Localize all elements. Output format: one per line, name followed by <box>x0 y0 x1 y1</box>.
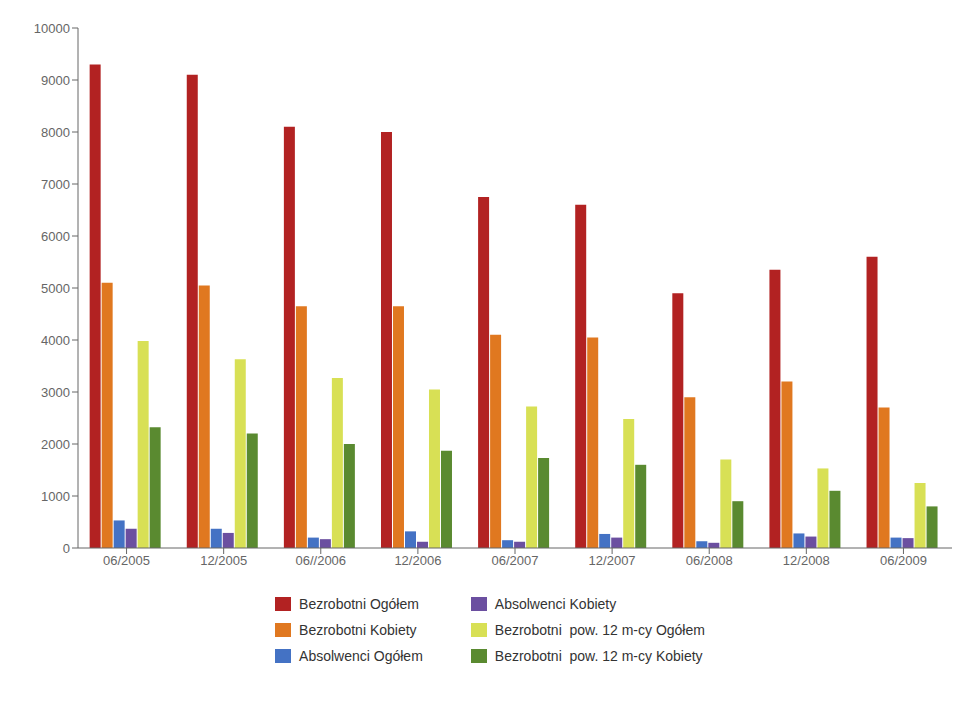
svg-text:06//2006: 06//2006 <box>295 553 346 568</box>
svg-text:12/2007: 12/2007 <box>589 553 636 568</box>
svg-text:12/2005: 12/2005 <box>200 553 247 568</box>
svg-text:10000: 10000 <box>34 21 70 36</box>
html-text:Bezrobotni Kobiety: Bezrobotni Kobiety <box>299 622 417 638</box>
html-text:Bezrobotni pow. 12 m-cy Kobiet: Bezrobotni pow. 12 m-cy Kobiety <box>494 648 703 664</box>
svg-text:4000: 4000 <box>41 333 70 348</box>
svg-text:7000: 7000 <box>41 177 70 192</box>
html-text:Bezrobotni pow. 12 m-cy Ogółem: Bezrobotni pow. 12 m-cy Ogółem <box>494 622 705 638</box>
svg-text:06/2008: 06/2008 <box>686 553 733 568</box>
html-text:Absolwenci Kobiety: Absolwenci Kobiety <box>494 596 617 612</box>
svg-text:06/2007: 06/2007 <box>492 553 539 568</box>
svg-text:2000: 2000 <box>41 437 70 452</box>
svg-text:9000: 9000 <box>41 73 70 88</box>
svg-text:1000: 1000 <box>41 489 70 504</box>
svg-text:12/2006: 12/2006 <box>394 553 441 568</box>
svg-text:8000: 8000 <box>41 125 70 140</box>
svg-text:0: 0 <box>63 541 70 556</box>
svg-text:6000: 6000 <box>41 229 70 244</box>
svg-text:06/2005: 06/2005 <box>103 553 150 568</box>
svg-text:06/2009: 06/2009 <box>880 553 927 568</box>
svg-text:5000: 5000 <box>41 281 70 296</box>
html-text:Bezrobotni Ogółem: Bezrobotni Ogółem <box>299 596 419 612</box>
html-text:Absolwenci Ogółem: Absolwenci Ogółem <box>299 648 423 664</box>
svg-text:12/2008: 12/2008 <box>783 553 830 568</box>
svg-text:3000: 3000 <box>41 385 70 400</box>
